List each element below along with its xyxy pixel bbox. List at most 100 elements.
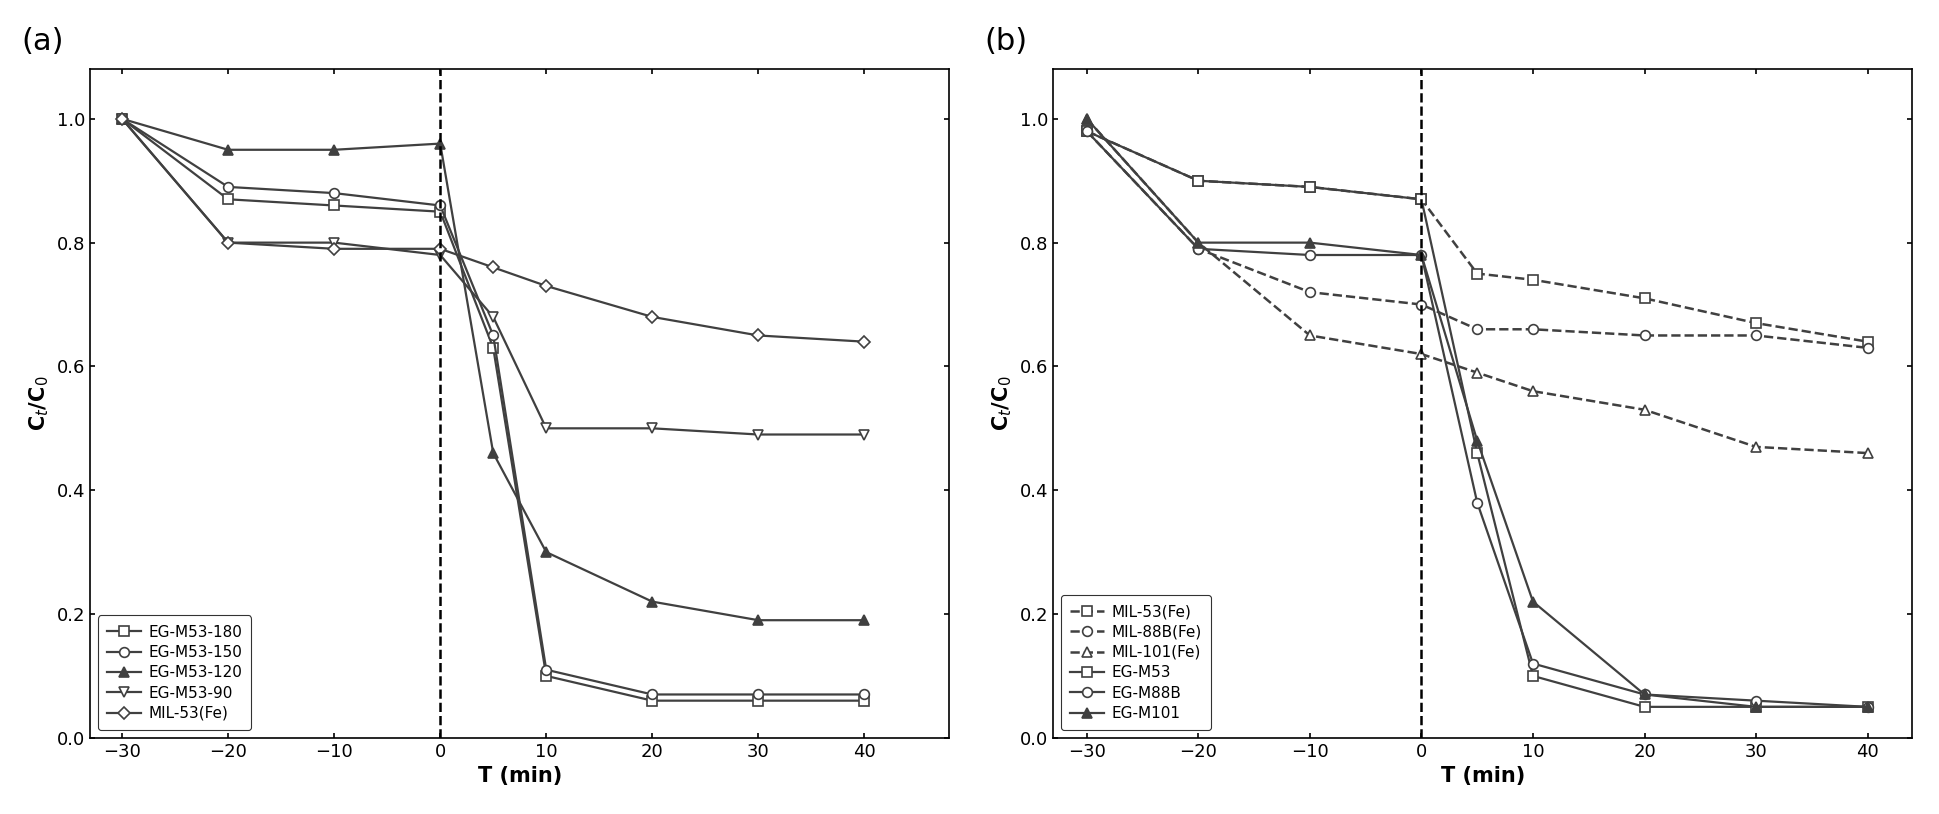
- EG-M88B: [1743, 696, 1766, 706]
- MIL-53(Fe): [111, 114, 134, 124]
- Line: MIL-88B(Fe): MIL-88B(Fe): [1082, 126, 1871, 352]
- Line: EG-M53-150: EG-M53-150: [116, 114, 869, 699]
- MIL-53(Fe): [853, 337, 876, 347]
- EG-M53-90: [481, 312, 504, 322]
- EG-M101: [1410, 250, 1433, 260]
- Line: EG-M53-180: EG-M53-180: [116, 114, 869, 706]
- EG-M53-90: [853, 430, 876, 440]
- EG-M53-150: [853, 689, 876, 699]
- Line: EG-M101: EG-M101: [1082, 114, 1871, 711]
- MIL-53(Fe): [1633, 294, 1656, 304]
- EG-M88B: [1187, 244, 1210, 254]
- MIL-88B(Fe): [1633, 330, 1656, 340]
- EG-M53-120: [640, 597, 663, 606]
- EG-M53-90: [111, 114, 134, 124]
- EG-M101: [1074, 114, 1097, 124]
- EG-M53-120: [111, 114, 134, 124]
- MIL-53(Fe): [322, 244, 345, 254]
- Line: EG-M88B: EG-M88B: [1082, 126, 1871, 711]
- EG-M53-150: [640, 689, 663, 699]
- EG-M53-120: [481, 449, 504, 458]
- EG-M53-90: [535, 423, 558, 433]
- EG-M53-120: [429, 138, 452, 148]
- EG-M53-180: [853, 696, 876, 706]
- Y-axis label: C$_t$/C$_0$: C$_t$/C$_0$: [27, 376, 50, 431]
- MIL-53(Fe): [217, 238, 240, 247]
- MIL-53(Fe): [1410, 195, 1433, 204]
- X-axis label: T (min): T (min): [1441, 766, 1524, 786]
- Line: EG-M53-90: EG-M53-90: [116, 114, 869, 440]
- EG-M88B: [1464, 497, 1487, 507]
- EG-M53: [1743, 702, 1766, 711]
- EG-M53-150: [111, 114, 134, 124]
- EG-M101: [1520, 597, 1543, 606]
- EG-M53-180: [322, 200, 345, 210]
- EG-M101: [1743, 702, 1766, 711]
- EG-M53: [1856, 702, 1879, 711]
- MIL-88B(Fe): [1520, 325, 1543, 335]
- EG-M53-150: [429, 200, 452, 210]
- EG-M101: [1187, 238, 1210, 247]
- MIL-53(Fe): [429, 244, 452, 254]
- Line: EG-M53: EG-M53: [1082, 126, 1871, 711]
- Legend: MIL-53(Fe), MIL-88B(Fe), MIL-101(Fe), EG-M53, EG-M88B, EG-M101: MIL-53(Fe), MIL-88B(Fe), MIL-101(Fe), EG…: [1061, 595, 1210, 730]
- EG-M53-90: [429, 250, 452, 260]
- MIL-101(Fe): [1856, 449, 1879, 458]
- EG-M53: [1464, 449, 1487, 458]
- EG-M53-150: [747, 689, 770, 699]
- EG-M53-120: [853, 615, 876, 625]
- MIL-101(Fe): [1520, 387, 1543, 396]
- EG-M53-180: [481, 343, 504, 352]
- EG-M53-120: [322, 145, 345, 155]
- EG-M53-150: [535, 665, 558, 675]
- MIL-101(Fe): [1633, 405, 1656, 414]
- MIL-101(Fe): [1743, 442, 1766, 452]
- EG-M88B: [1856, 702, 1879, 711]
- EG-M53-120: [747, 615, 770, 625]
- MIL-88B(Fe): [1297, 287, 1320, 297]
- MIL-53(Fe): [747, 330, 770, 340]
- MIL-53(Fe): [1187, 176, 1210, 186]
- EG-M53-150: [217, 182, 240, 192]
- MIL-53(Fe): [535, 281, 558, 291]
- MIL-88B(Fe): [1410, 300, 1433, 309]
- EG-M53-90: [640, 423, 663, 433]
- EG-M53-180: [111, 114, 134, 124]
- EG-M101: [1856, 702, 1879, 711]
- EG-M101: [1297, 238, 1320, 247]
- Line: MIL-53(Fe): MIL-53(Fe): [118, 115, 869, 346]
- MIL-88B(Fe): [1464, 325, 1487, 335]
- MIL-101(Fe): [1464, 368, 1487, 378]
- MIL-53(Fe): [1074, 126, 1097, 136]
- EG-M53-180: [217, 195, 240, 204]
- EG-M88B: [1520, 659, 1543, 668]
- EG-M53-150: [322, 188, 345, 198]
- Text: (a): (a): [21, 27, 64, 56]
- EG-M53: [1074, 126, 1097, 136]
- MIL-101(Fe): [1410, 349, 1433, 359]
- EG-M53: [1297, 182, 1320, 192]
- MIL-53(Fe): [1743, 318, 1766, 328]
- MIL-88B(Fe): [1187, 244, 1210, 254]
- MIL-88B(Fe): [1856, 343, 1879, 352]
- MIL-53(Fe): [481, 262, 504, 272]
- MIL-53(Fe): [1297, 182, 1320, 192]
- EG-M53: [1520, 671, 1543, 681]
- EG-M101: [1633, 689, 1656, 699]
- MIL-88B(Fe): [1743, 330, 1766, 340]
- Legend: EG-M53-180, EG-M53-150, EG-M53-120, EG-M53-90, MIL-53(Fe): EG-M53-180, EG-M53-150, EG-M53-120, EG-M…: [97, 615, 252, 730]
- MIL-101(Fe): [1074, 114, 1097, 124]
- EG-M53-180: [429, 207, 452, 217]
- EG-M88B: [1297, 250, 1320, 260]
- EG-M88B: [1633, 689, 1656, 699]
- MIL-53(Fe): [1464, 269, 1487, 278]
- EG-M53-120: [535, 547, 558, 557]
- MIL-53(Fe): [640, 312, 663, 322]
- EG-M53-180: [640, 696, 663, 706]
- MIL-88B(Fe): [1074, 126, 1097, 136]
- Y-axis label: C$_t$/C$_0$: C$_t$/C$_0$: [991, 376, 1014, 431]
- EG-M101: [1464, 435, 1487, 445]
- EG-M53-150: [481, 330, 504, 340]
- EG-M53-180: [747, 696, 770, 706]
- Line: MIL-53(Fe): MIL-53(Fe): [1082, 126, 1871, 347]
